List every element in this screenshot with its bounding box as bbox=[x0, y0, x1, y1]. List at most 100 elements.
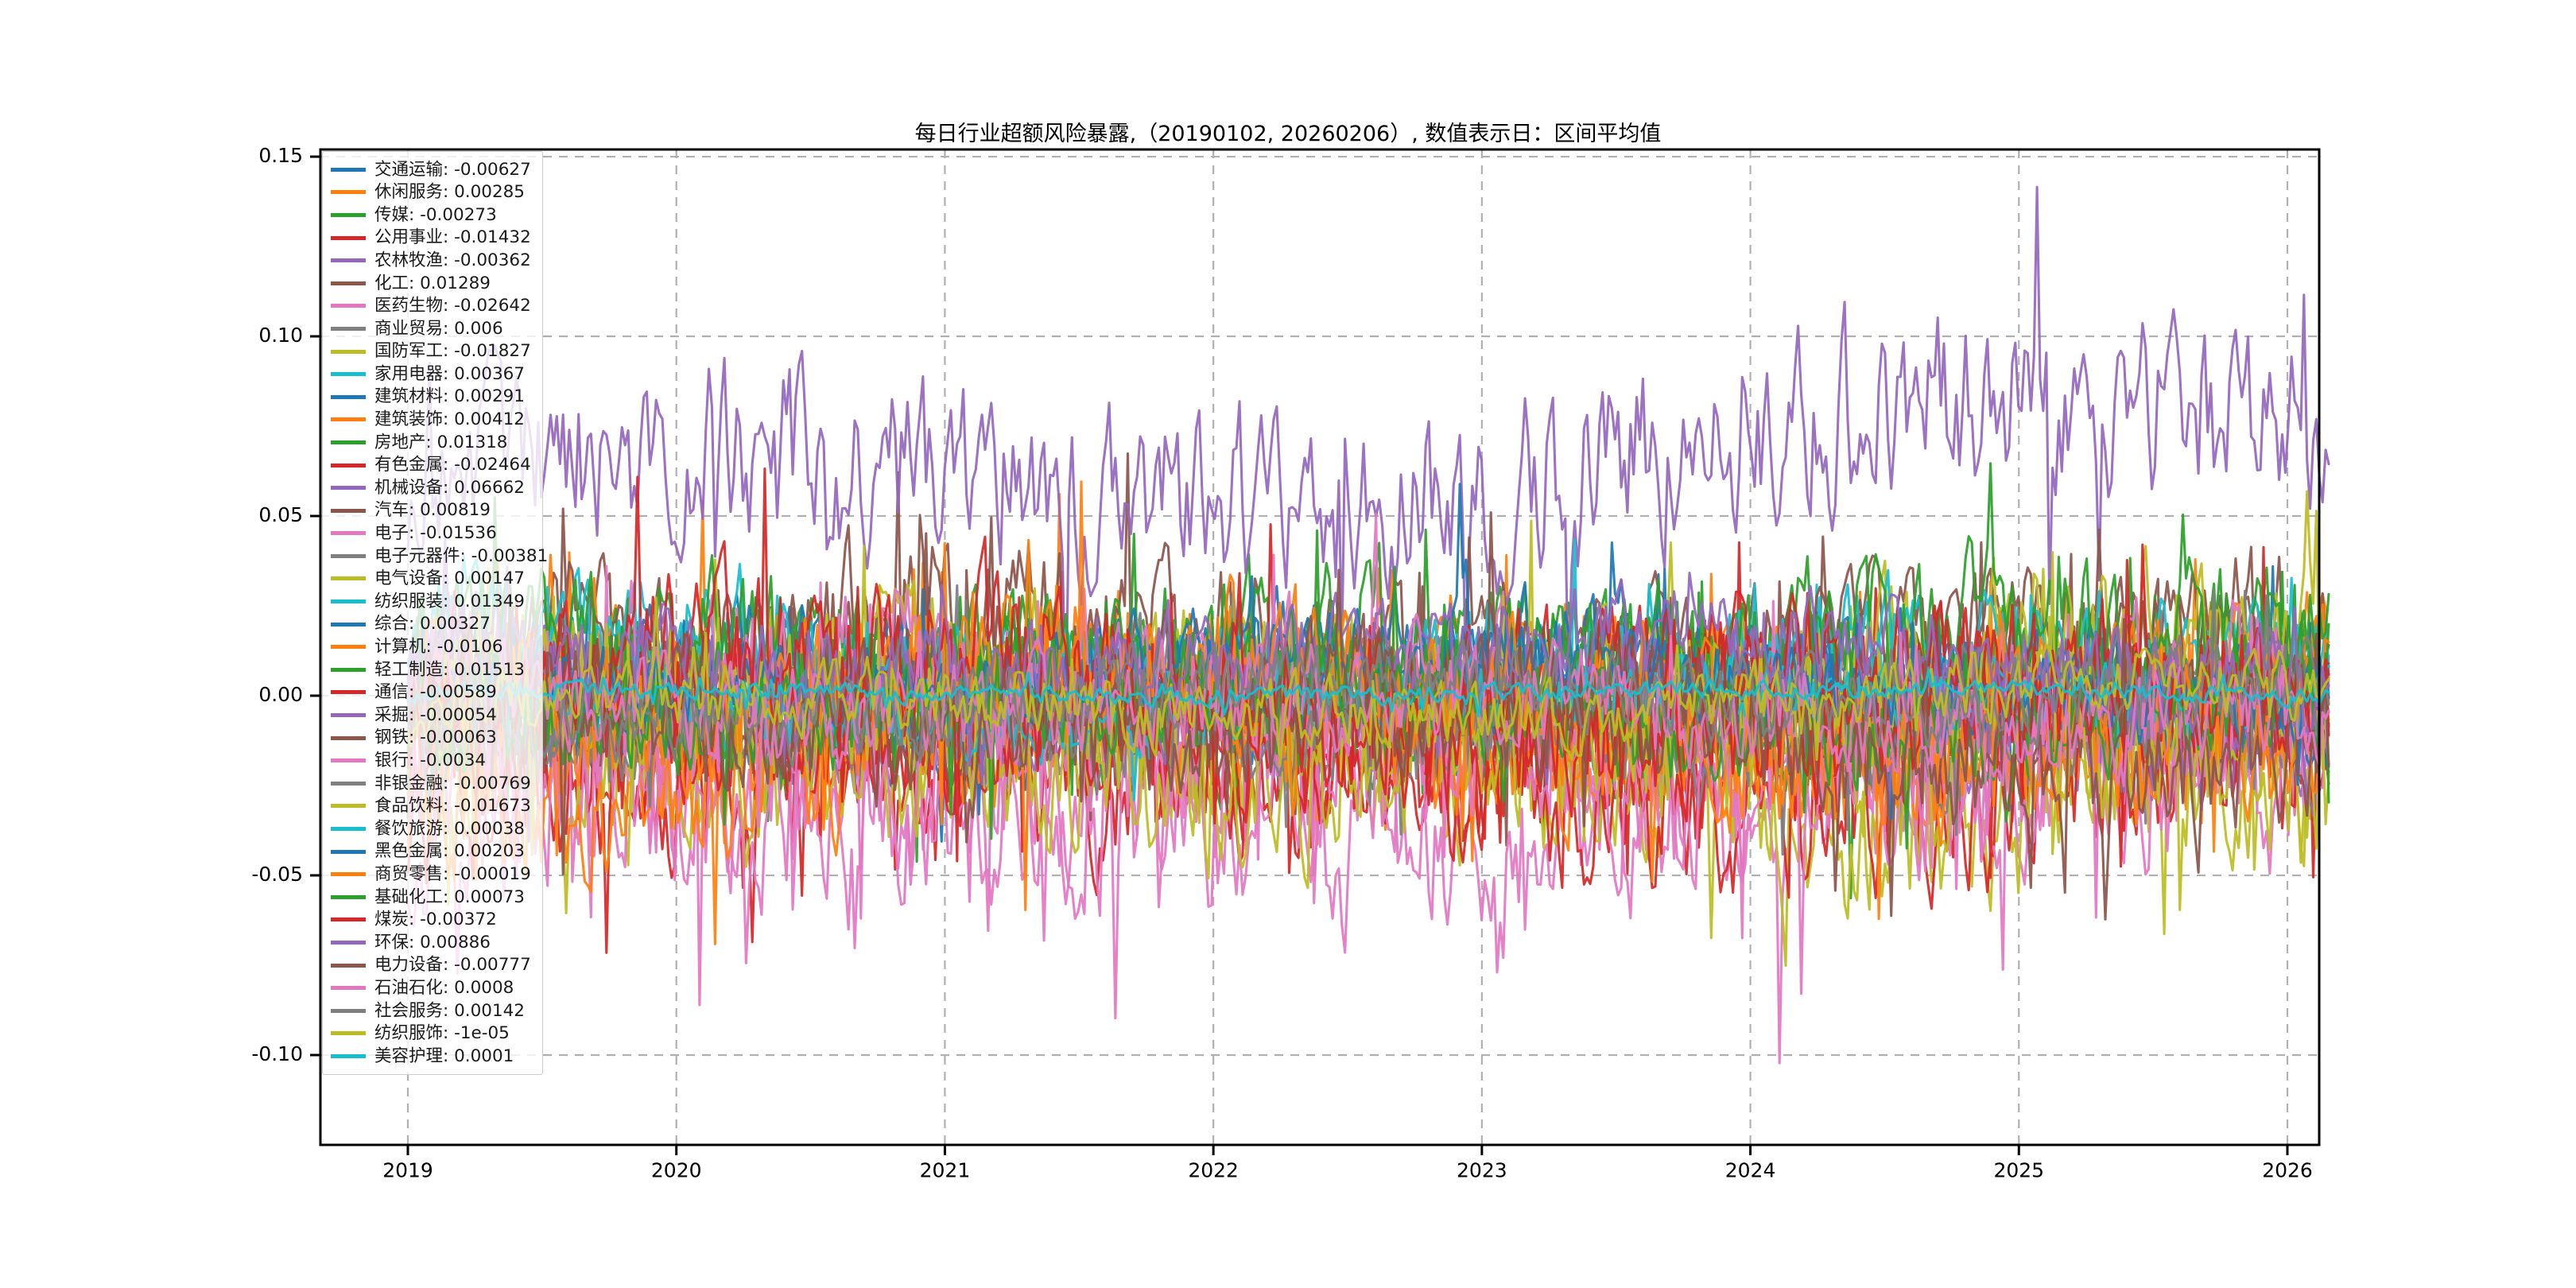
legend-item-label: 煤炭: -0.00372 bbox=[374, 910, 497, 930]
legend-color-swatch bbox=[331, 735, 366, 740]
x-tick-label: 2026 bbox=[2262, 1158, 2313, 1181]
legend-item[interactable]: 煤炭: -0.00372 bbox=[331, 909, 533, 932]
legend-color-swatch bbox=[331, 1008, 366, 1013]
legend-item[interactable]: 商贸零售: -0.00019 bbox=[331, 863, 533, 886]
legend-item[interactable]: 美容护理: 0.0001 bbox=[331, 1045, 533, 1068]
legend-item[interactable]: 传媒: -0.00273 bbox=[331, 204, 533, 227]
legend-item-label: 轻工制造: 0.01513 bbox=[374, 659, 525, 680]
legend-item[interactable]: 医药生物: -0.02642 bbox=[331, 295, 533, 318]
x-tick-label: 2025 bbox=[1993, 1158, 2044, 1181]
legend-item-label: 有色金属: -0.02464 bbox=[374, 455, 531, 475]
legend-color-swatch bbox=[331, 167, 366, 172]
legend-color-swatch bbox=[331, 281, 366, 285]
x-tick-label: 2022 bbox=[1188, 1158, 1239, 1181]
legend-item[interactable]: 石油石化: 0.0008 bbox=[331, 976, 533, 999]
legend-item-label: 环保: 0.00886 bbox=[374, 932, 491, 952]
legend-color-swatch bbox=[331, 440, 366, 444]
legend-item[interactable]: 综合: 0.00327 bbox=[331, 613, 533, 636]
chart-legend: 交通运输: -0.00627 休闲服务: 0.00285 传媒: -0.00273 公… bbox=[322, 151, 548, 1075]
legend-item[interactable]: 计算机: -0.0106 bbox=[331, 635, 533, 658]
legend-item[interactable]: 房地产: 0.01318 bbox=[331, 431, 533, 454]
page-title: 每日行业超额风险暴露,（20190102, 20260206）, 数值表示日：区… bbox=[914, 122, 1662, 146]
legend-item[interactable]: 电子元器件: -0.00381 bbox=[331, 545, 548, 568]
legend-item[interactable]: 商业贸易: 0.006 bbox=[331, 317, 533, 340]
legend-item-label: 电气设备: 0.00147 bbox=[374, 568, 525, 589]
legend-item-label: 社会服务: 0.00142 bbox=[374, 1000, 525, 1021]
legend-color-swatch bbox=[331, 190, 366, 195]
legend-color-swatch bbox=[331, 576, 366, 581]
legend-color-swatch bbox=[331, 372, 366, 377]
legend-color-swatch bbox=[331, 690, 366, 695]
legend-item-label: 汽车: 0.00819 bbox=[374, 500, 491, 521]
legend-color-swatch bbox=[331, 781, 366, 786]
legend-item[interactable]: 电力设备: -0.00777 bbox=[331, 954, 533, 977]
legend-color-swatch bbox=[331, 622, 366, 627]
legend-item-label: 交通运输: -0.00627 bbox=[374, 159, 531, 180]
legend-color-swatch bbox=[331, 986, 366, 991]
legend-item[interactable]: 纺织服装: 0.01349 bbox=[331, 590, 533, 613]
legend-item[interactable]: 电子: -0.01536 bbox=[331, 522, 533, 545]
legend-item-label: 传媒: -0.00273 bbox=[374, 204, 497, 225]
legend-item[interactable]: 环保: 0.00886 bbox=[331, 931, 533, 954]
legend-item[interactable]: 餐饮旅游: 0.00038 bbox=[331, 817, 533, 840]
legend-item[interactable]: 食品饮料: -0.01673 bbox=[331, 795, 533, 818]
legend-item[interactable]: 社会服务: 0.00142 bbox=[331, 999, 533, 1022]
y-tick-label: -0.05 bbox=[251, 863, 303, 886]
legend-color-swatch bbox=[331, 463, 366, 467]
legend-color-swatch bbox=[331, 326, 366, 331]
legend-item[interactable]: 钢铁: -0.00063 bbox=[331, 727, 533, 750]
legend-color-swatch bbox=[331, 304, 366, 308]
axis-ticks: 0.15 0.10 0.05 0.00 -0.05 -0.10 2019 2020 2021 20… bbox=[251, 144, 2313, 1181]
legend-color-swatch bbox=[331, 486, 366, 491]
legend-item[interactable]: 建筑装饰: 0.00412 bbox=[331, 409, 533, 432]
legend-item-label: 非银金融: -0.00769 bbox=[374, 773, 531, 793]
legend-color-swatch bbox=[331, 849, 366, 854]
x-tick-label: 2019 bbox=[382, 1158, 433, 1181]
y-tick-label: 0.10 bbox=[258, 324, 303, 347]
legend-item[interactable]: 通信: -0.00589 bbox=[331, 681, 533, 704]
legend-color-swatch bbox=[331, 963, 366, 968]
legend-item[interactable]: 有色金属: -0.02464 bbox=[331, 454, 533, 477]
legend-item[interactable]: 国防军工: -0.01827 bbox=[331, 340, 533, 363]
legend-item-label: 纺织服装: 0.01349 bbox=[374, 591, 525, 611]
legend-color-swatch bbox=[331, 417, 366, 422]
legend-item-label: 化工: 0.01289 bbox=[374, 273, 491, 293]
legend-item[interactable]: 交通运输: -0.00627 bbox=[331, 158, 533, 181]
legend-item-label: 建筑材料: 0.00291 bbox=[374, 386, 525, 407]
legend-item[interactable]: 公用事业: -0.01432 bbox=[331, 227, 533, 250]
legend-item-label: 采掘: -0.00054 bbox=[374, 704, 497, 725]
legend-color-swatch bbox=[331, 1031, 366, 1036]
legend-item-label: 基础化工: 0.00073 bbox=[374, 886, 525, 907]
legend-item[interactable]: 农林牧渔: -0.00362 bbox=[331, 249, 533, 272]
legend-item[interactable]: 汽车: 0.00819 bbox=[331, 499, 533, 522]
legend-item[interactable]: 采掘: -0.00054 bbox=[331, 704, 533, 727]
legend-item[interactable]: 银行: -0.0034 bbox=[331, 749, 533, 772]
legend-item[interactable]: 非银金融: -0.00769 bbox=[331, 772, 533, 795]
legend-color-swatch bbox=[331, 235, 366, 240]
legend-color-swatch bbox=[331, 1053, 366, 1058]
legend-color-swatch bbox=[331, 531, 366, 536]
legend-item-label: 电力设备: -0.00777 bbox=[374, 955, 531, 976]
legend-item[interactable]: 家用电器: 0.00367 bbox=[331, 363, 533, 386]
legend-color-swatch bbox=[331, 758, 366, 763]
legend-color-swatch bbox=[331, 212, 366, 217]
legend-item-label: 医药生物: -0.02642 bbox=[374, 296, 531, 316]
series-line bbox=[406, 668, 2330, 718]
legend-item[interactable]: 休闲服务: 0.00285 bbox=[331, 181, 533, 204]
legend-item[interactable]: 化工: 0.01289 bbox=[331, 272, 533, 295]
legend-item[interactable]: 基础化工: 0.00073 bbox=[331, 886, 533, 909]
legend-item[interactable]: 轻工制造: 0.01513 bbox=[331, 658, 533, 681]
series-line bbox=[406, 590, 2330, 879]
legend-item-label: 食品饮料: -0.01673 bbox=[374, 796, 531, 817]
legend-item-label: 通信: -0.00589 bbox=[374, 682, 497, 703]
legend-item[interactable]: 建筑材料: 0.00291 bbox=[331, 386, 533, 409]
legend-item[interactable]: 电气设备: 0.00147 bbox=[331, 568, 533, 591]
legend-item[interactable]: 纺织服饰: -1e-05 bbox=[331, 1022, 533, 1046]
legend-color-swatch bbox=[331, 349, 366, 354]
legend-item[interactable]: 机械设备: 0.06662 bbox=[331, 476, 533, 499]
legend-item[interactable]: 黑色金属: 0.00203 bbox=[331, 840, 533, 863]
legend-item-label: 国防军工: -0.01827 bbox=[374, 341, 531, 362]
legend-item-label: 钢铁: -0.00063 bbox=[374, 727, 497, 748]
legend-item-label: 计算机: -0.0106 bbox=[374, 637, 503, 658]
